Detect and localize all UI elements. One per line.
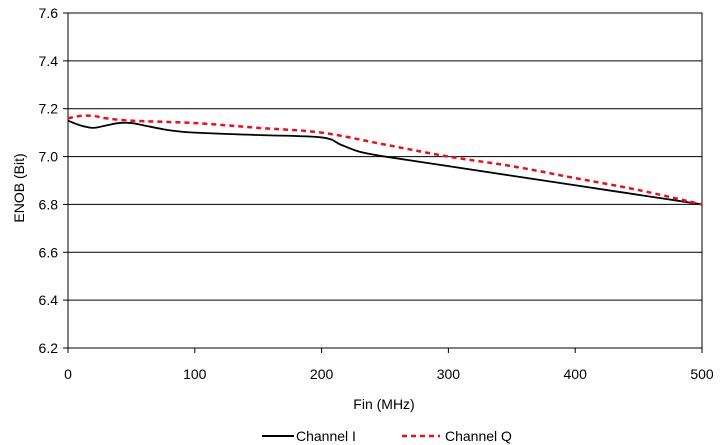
series-lines — [67, 114, 703, 206]
x-tick-label: 0 — [64, 366, 72, 382]
legend-label-channel-i: Channel I — [296, 428, 356, 444]
y-tick-label: 6.6 — [39, 244, 59, 260]
plot-frame — [67, 12, 703, 349]
y-tick-label: 7.0 — [39, 149, 59, 165]
y-tick-label: 6.4 — [39, 292, 59, 308]
y-tick-label: 6.2 — [39, 340, 59, 356]
x-tick-label: 500 — [690, 366, 714, 382]
legend-label-channel-q: Channel Q — [445, 428, 512, 444]
y-tick-label: 7.2 — [39, 101, 59, 117]
legend: Channel I Channel Q — [262, 428, 512, 444]
y-tick-label: 7.4 — [39, 53, 59, 69]
tick-labels: 6.2 6.4 6.6 6.8 7.0 7.2 7.4 7.6 0 100 200 300 400 500 — [39, 5, 714, 382]
y-tick-label: 6.8 — [39, 196, 59, 212]
x-tick-label: 200 — [310, 366, 334, 382]
x-tick-label: 100 — [183, 366, 207, 382]
x-tick-label: 300 — [437, 366, 461, 382]
x-axis-title: Fin (MHz) — [353, 396, 414, 412]
series-line-channel-i — [67, 119, 703, 206]
y-axis-title: ENOB (Bit) — [11, 153, 27, 222]
y-tick-label: 7.6 — [39, 5, 59, 21]
axes — [63, 12, 703, 353]
series-line-channel-q — [67, 114, 703, 206]
x-tick-label: 400 — [564, 366, 588, 382]
